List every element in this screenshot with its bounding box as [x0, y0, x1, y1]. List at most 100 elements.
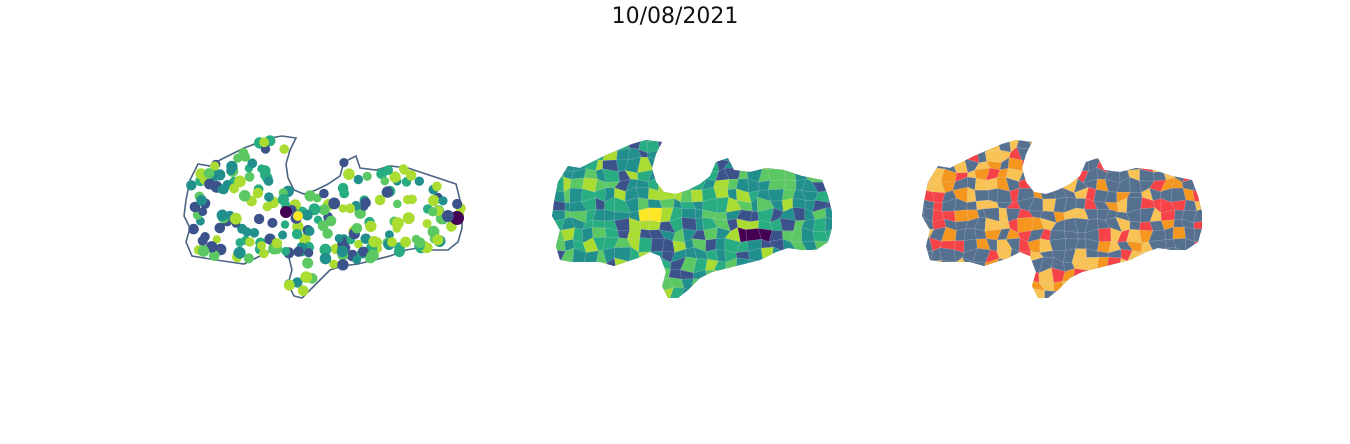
municipality-area — [997, 279, 1008, 293]
municipality-symbol — [301, 209, 313, 221]
municipality-area — [1095, 140, 1106, 153]
municipality-area — [1161, 247, 1177, 263]
municipality-area — [781, 297, 797, 298]
municipality-area — [963, 228, 977, 241]
municipality-area — [581, 140, 596, 143]
municipality-area — [1194, 228, 1202, 243]
municipality-area — [1073, 289, 1085, 298]
municipality-symbol — [216, 209, 229, 222]
municipality-area — [593, 279, 606, 294]
municipality-symbol — [237, 223, 248, 234]
municipality-area — [756, 291, 772, 298]
municipality-area — [1007, 270, 1023, 280]
municipality-area — [1099, 279, 1110, 293]
municipality-area — [770, 277, 785, 292]
municipality-area — [1182, 277, 1197, 292]
municipality-area — [1206, 252, 1210, 260]
municipality-area — [605, 268, 620, 280]
municipality-area — [591, 261, 607, 270]
municipality-area — [1097, 150, 1107, 160]
municipality-area — [1064, 169, 1079, 179]
municipality-area — [1083, 130, 1096, 140]
municipality-area — [930, 157, 945, 170]
municipality-area — [552, 268, 566, 282]
municipality-area — [573, 141, 584, 153]
municipality-symbol — [452, 198, 463, 210]
municipality-area — [735, 267, 748, 282]
municipality-area — [1117, 266, 1129, 280]
municipality-area — [922, 297, 936, 298]
municipality-area — [626, 279, 643, 291]
municipality-area — [1053, 281, 1064, 292]
municipality-area — [669, 298, 682, 310]
municipality-area — [650, 250, 663, 263]
municipality-area — [1006, 291, 1022, 298]
municipality-area — [1019, 301, 1032, 310]
municipality-area — [1205, 172, 1210, 179]
municipality-symbol — [368, 236, 380, 248]
municipality-area — [1077, 232, 1086, 240]
municipality-area — [1141, 140, 1156, 149]
municipality-area — [1115, 277, 1132, 293]
class-fill-layer — [910, 130, 1210, 310]
municipality-area — [591, 267, 607, 281]
municipality-area — [767, 168, 786, 181]
municipality-area — [1193, 207, 1202, 223]
proportional-symbol-map-panel — [170, 120, 480, 320]
municipality-area — [1085, 270, 1100, 284]
municipality-area — [825, 269, 832, 278]
municipality-area — [1021, 277, 1034, 292]
municipality-area — [690, 168, 707, 180]
municipality-symbol — [337, 182, 349, 194]
municipality-area — [1104, 140, 1121, 142]
municipality-area — [628, 268, 643, 281]
municipality-area — [581, 140, 598, 153]
municipality-area — [783, 277, 793, 292]
municipality-area — [594, 140, 606, 152]
municipality-area — [569, 177, 585, 189]
municipality-symbol — [414, 176, 424, 186]
municipality-area — [761, 159, 771, 170]
municipality-symbol — [259, 248, 269, 259]
municipality-area — [583, 286, 599, 298]
municipality-area — [1038, 140, 1052, 150]
municipality-symbol — [422, 219, 432, 229]
municipality-area — [1194, 252, 1202, 260]
municipality-area — [1194, 241, 1202, 253]
municipality-area — [552, 146, 554, 162]
municipality-area — [1196, 301, 1210, 310]
municipality-area — [594, 302, 609, 310]
municipality-area — [659, 149, 672, 160]
municipality-area — [639, 301, 647, 307]
municipality-area — [1104, 289, 1118, 298]
municipality-area — [637, 267, 648, 280]
municipality-area — [813, 269, 828, 280]
municipality-symbol — [385, 230, 394, 239]
municipality-area — [602, 150, 618, 161]
municipality-area — [1186, 301, 1196, 310]
municipality-area — [604, 279, 620, 290]
municipality-area — [573, 280, 584, 289]
municipality-symbol — [263, 176, 274, 186]
municipality-area — [1154, 140, 1164, 151]
municipality-area — [1049, 238, 1066, 251]
municipality-area — [816, 147, 825, 163]
municipality-area — [1161, 130, 1177, 139]
municipality-symbol — [376, 168, 388, 180]
municipality-symbol — [325, 215, 337, 227]
municipality-area — [1074, 300, 1084, 310]
municipality-symbol — [319, 188, 329, 199]
classified-choropleth-map-panel — [910, 130, 1210, 310]
municipality-area — [910, 280, 921, 289]
municipality-area — [552, 258, 554, 272]
municipality-area — [1094, 289, 1112, 298]
municipality-area — [922, 189, 923, 200]
municipality-area — [983, 297, 1002, 298]
municipality-area — [939, 247, 957, 263]
municipality-area — [1008, 301, 1023, 310]
municipality-area — [770, 269, 785, 281]
municipality-area — [922, 251, 925, 263]
municipality-area — [791, 277, 806, 292]
municipality-symbol — [229, 183, 240, 194]
municipality-symbol — [304, 248, 314, 258]
